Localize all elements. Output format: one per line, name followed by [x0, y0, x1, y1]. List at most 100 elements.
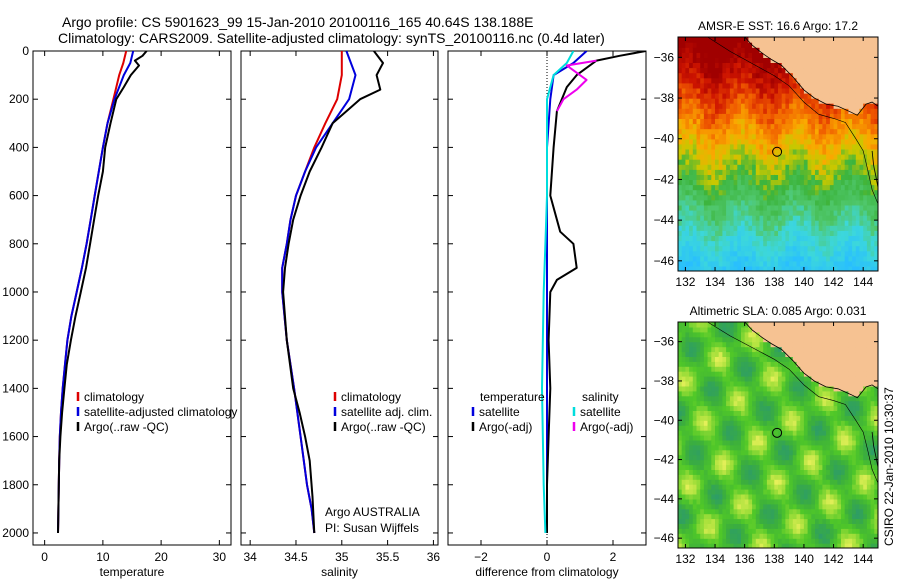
- sst_map-cell: [815, 42, 820, 48]
- sst_map-cell: [681, 210, 686, 216]
- sla_map-cell: [752, 454, 757, 461]
- sst_map-cell: [755, 189, 761, 196]
- sla_map-cell: [800, 484, 805, 490]
- sst_map-cell: [722, 260, 727, 267]
- sst_map-cell: [818, 225, 823, 231]
- temperature-ytick-label: 0: [22, 44, 29, 58]
- sla_map-cell: [755, 479, 761, 485]
- sst_map-cell: [678, 194, 683, 201]
- sst_map-cell: [748, 225, 753, 231]
- sst_map-cell: [752, 220, 757, 226]
- sla_map-cell: [715, 430, 720, 436]
- sst_map-cell: [707, 82, 712, 89]
- sst_map-cell: [811, 72, 816, 79]
- sla_map-cell: [715, 459, 720, 466]
- sst_map-cell: [692, 169, 698, 175]
- sst_map-cell: [785, 220, 790, 226]
- sla_map-cell: [763, 420, 768, 426]
- sst_map-cell: [796, 113, 801, 119]
- sst_map-cell: [696, 72, 701, 79]
- sla_map-cell: [781, 351, 786, 357]
- sla_map-cell: [855, 425, 861, 431]
- sla_map-cell: [700, 538, 705, 544]
- sst_map-cell: [741, 179, 746, 186]
- sst_map-cell: [859, 174, 864, 180]
- sst_map-cell: [818, 148, 823, 155]
- sla_map-cell: [833, 415, 838, 421]
- sst_map-cell: [678, 250, 683, 257]
- sst_map-cell: [737, 169, 742, 175]
- sla_map-cell: [789, 415, 794, 421]
- sst_map-cell: [770, 133, 775, 140]
- sst_map-cell: [726, 37, 731, 43]
- sst_map-cell: [833, 235, 838, 242]
- sst_map-cell: [752, 133, 757, 140]
- sla_map-cell: [711, 454, 716, 461]
- sla_map-cell: [685, 336, 690, 343]
- sst_map-cell: [841, 164, 846, 170]
- sst_map-cell: [733, 260, 738, 267]
- sst_map-cell: [681, 194, 686, 201]
- sst_map-cell: [852, 98, 857, 104]
- sst_map-cell: [789, 148, 794, 155]
- sst_map-cell: [763, 123, 768, 130]
- sst_map-cell: [774, 235, 779, 242]
- sla_map-cell: [859, 415, 864, 421]
- sst_map-cell: [689, 169, 694, 175]
- sst_map-cell: [715, 215, 720, 221]
- sst_map-cell: [774, 113, 779, 119]
- sla_map-cell: [807, 464, 812, 470]
- sst_map-cell: [759, 87, 764, 94]
- sla_map-cell: [841, 484, 846, 490]
- sla_map-cell: [729, 518, 735, 524]
- sst_map-cell: [766, 225, 772, 231]
- sst_map-cell: [800, 72, 805, 79]
- sst_map-cell: [796, 138, 801, 145]
- sst_map-cell: [844, 138, 849, 145]
- sst_map-cell: [778, 67, 783, 74]
- sla_map-cell: [826, 385, 831, 392]
- sla_map-cell: [737, 444, 742, 451]
- temperature-xtick-label: 30: [213, 550, 227, 564]
- sla_map-cell: [696, 390, 701, 397]
- sla_map-cell: [800, 528, 805, 534]
- sla_map-cell: [729, 425, 735, 431]
- sst_map-cell: [744, 72, 749, 79]
- sst_map-cell: [681, 250, 686, 257]
- sst_map-cell: [685, 133, 690, 140]
- sla_map-cell: [703, 538, 709, 544]
- sst_map-cell: [755, 138, 761, 145]
- sst_map-cell: [870, 118, 875, 125]
- sst_map-cell: [715, 42, 720, 48]
- temperature-series-argo-raw-qc-: [57, 51, 148, 534]
- sla_map-cell: [822, 420, 827, 426]
- sla_map-cell: [829, 464, 835, 470]
- sla_map-cell: [859, 439, 864, 446]
- sla_map-cell: [826, 425, 831, 431]
- sla_map-cell: [681, 322, 686, 328]
- sst_map-cell: [792, 215, 798, 221]
- salinity-panel: 34 34.5 35 35.5 36salinityclimatologysatelli…: [240, 50, 440, 579]
- sla_map-cell: [718, 366, 723, 372]
- sla_map-cell: [766, 361, 772, 367]
- sst_map-cell: [829, 215, 835, 221]
- sla_map-cell: [737, 400, 742, 407]
- sla_map-cell: [741, 420, 746, 426]
- sst_map-cell: [733, 184, 738, 191]
- sst_map-cell: [778, 169, 783, 175]
- sla_map-cell: [703, 371, 709, 377]
- sst_map-cell: [774, 199, 779, 206]
- sla_map-cell: [829, 410, 835, 416]
- sst_map-cell: [748, 113, 753, 119]
- sla_map-cell: [741, 415, 746, 421]
- sla_map-cell: [781, 449, 786, 456]
- sst_map-cell: [696, 123, 701, 130]
- sst_map-cell: [737, 220, 742, 226]
- sst_map-cell: [852, 72, 857, 79]
- sla_map-cell: [781, 405, 786, 411]
- sla_map-cell: [737, 415, 742, 421]
- sla_map-cell: [692, 395, 698, 402]
- sst_map-cell: [726, 133, 731, 140]
- sla_map-cell: [833, 449, 838, 456]
- sst_map-cell: [800, 194, 805, 201]
